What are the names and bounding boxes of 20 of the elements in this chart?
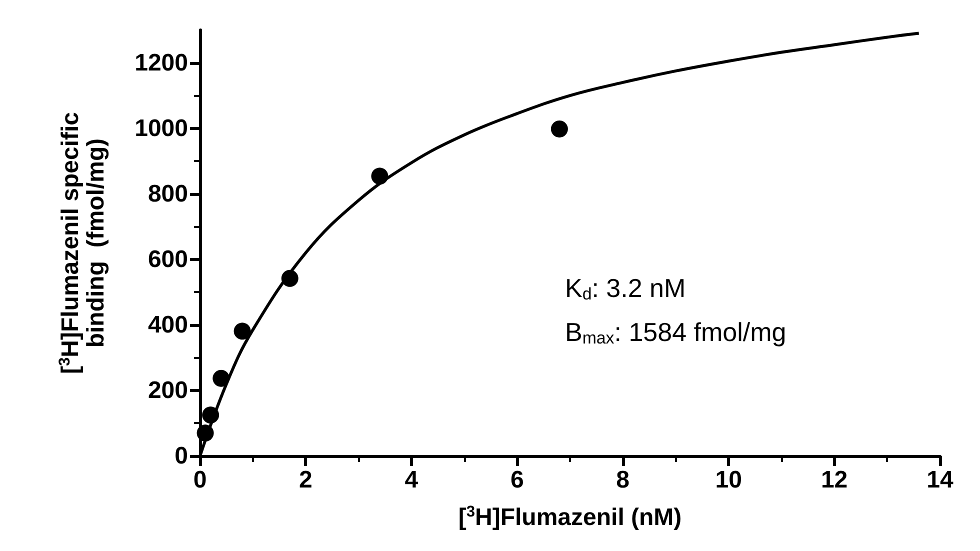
annotation: Bmax: 1584 fmol/mg xyxy=(565,317,786,348)
annotation: Kd: 3.2 nM xyxy=(565,273,686,304)
y-tick-label: 1000 xyxy=(134,114,188,142)
x-tick-label: 4 xyxy=(404,466,419,494)
x-tick-label: 12 xyxy=(820,466,848,494)
x-tick-label: 10 xyxy=(715,466,742,494)
y-tick-label: 400 xyxy=(148,311,188,338)
y-axis-title: [3H]Flumazenil specific binding (fmol/mg) xyxy=(56,112,110,374)
y-tick-label: 200 xyxy=(148,376,188,404)
x-tick-label: 14 xyxy=(926,466,954,494)
point xyxy=(550,120,568,138)
y-tick-label: 1200 xyxy=(134,49,188,76)
x-tick-label: 8 xyxy=(616,466,630,494)
x-tick-label: 6 xyxy=(510,466,524,494)
y-tick-label: 600 xyxy=(148,246,188,273)
x-tick-label: 0 xyxy=(193,466,207,494)
y-tick-label: 800 xyxy=(148,180,188,208)
x-tick-label: 2 xyxy=(299,466,312,494)
point xyxy=(234,322,251,340)
y-tick-label: 0 xyxy=(174,442,188,470)
